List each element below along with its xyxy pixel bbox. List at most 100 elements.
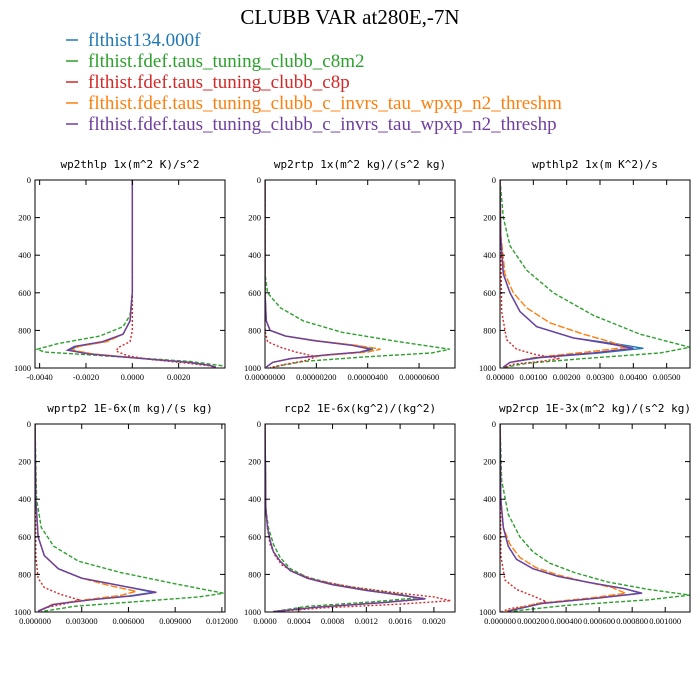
y-tick-label: 1000 [479, 607, 496, 617]
y-tick-label: 600 [248, 532, 261, 542]
chart-panel: wp2thlp 1x(m^2 K)/s^2 0 200 400 600 800 1000 -0… [14, 158, 226, 382]
x-tick-label: 0.00100 [520, 372, 548, 382]
x-tick-label: 0.000400 [550, 616, 582, 626]
y-tick-label: 1000 [244, 607, 261, 617]
series-line [35, 424, 157, 612]
y-tick-label: 0 [492, 419, 496, 429]
x-tick-label: 0.000600 [583, 616, 615, 626]
legend-label: flthist.fdef.taus_tuning_clubb_c_invrs_t… [88, 93, 562, 114]
y-tick-label: 1000 [479, 363, 496, 373]
x-tick-label: -0.0020 [73, 372, 99, 382]
y-tick-label: 200 [248, 213, 261, 223]
y-tick-label: 200 [483, 457, 496, 467]
plot-frame [34, 179, 226, 369]
series-line [265, 180, 371, 368]
x-tick-label: 0.006000 [113, 616, 145, 626]
panel-title: wp2thlp 1x(m^2 K)/s^2 [60, 158, 199, 171]
chart-panel: wpthlp2 1x(m K^2)/s020040060080010000.00… [479, 158, 691, 382]
series-group [500, 424, 690, 612]
y-tick-label: 800 [18, 569, 31, 579]
x-tick-label: 0.00000200 [296, 372, 336, 382]
series-line [265, 180, 451, 368]
series-group [35, 424, 224, 612]
plot-frame [264, 423, 456, 613]
series-group [265, 424, 451, 612]
x-tick-label: 0.00000000 [245, 372, 285, 382]
y-tick-label: 200 [18, 213, 31, 223]
x-tick-label: 0.0004 [287, 616, 311, 626]
legend: flthist134.000fflthist.fdef.taus_tuning_… [66, 30, 562, 135]
x-tick-label: 0.00000400 [348, 372, 388, 382]
x-tick-label: 0.00400 [620, 372, 648, 382]
y-tick-label: 600 [483, 532, 496, 542]
panel-title: wp2rtp 1x(m^2 kg)/(s^2 kg) [274, 158, 446, 171]
panel-title: wpthlp2 1x(m K^2)/s [532, 158, 658, 171]
x-tick-label: 0.0000 [121, 372, 144, 382]
x-tick-label: 0.00200 [553, 372, 581, 382]
panel-title: rcp2 1E-6x(kg^2)/(kg^2) [284, 402, 436, 415]
chart-panel: rcp2 1E-6x(kg^2)/(kg^2) 0 200 400 600 800 1000… [244, 402, 456, 626]
y-tick-label: 800 [248, 569, 261, 579]
y-tick-label: 400 [483, 494, 496, 504]
y-tick-label: 600 [18, 532, 31, 542]
x-tick-label: 0.003000 [66, 616, 98, 626]
y-tick-label: 0 [257, 419, 261, 429]
legend-label: flthist.fdef.taus_tuning_clubb_c8p [88, 72, 350, 93]
x-tick-label: 0.001000 [649, 616, 681, 626]
x-tick-label: 0.00300 [586, 372, 614, 382]
series-line [265, 424, 426, 612]
y-tick-label: 200 [483, 213, 496, 223]
panels: wp2thlp 1x(m^2 K)/s^2 0 200 400 600 800 1000 -0… [14, 158, 691, 626]
series-group [265, 180, 451, 368]
y-tick-label: 1000 [14, 607, 31, 617]
chart-panel: wprtp2 1E-6x(m kg)/(s kg) 0 200 400 600 800 10… [14, 402, 238, 626]
series-group [500, 180, 690, 368]
x-tick-label: 0.0000 [253, 616, 276, 626]
y-tick-label: 0 [257, 175, 261, 185]
x-tick-label: 0.000800 [616, 616, 648, 626]
y-tick-label: 200 [18, 457, 31, 467]
y-tick-label: 600 [483, 288, 496, 298]
x-tick-label: 0.009000 [159, 616, 191, 626]
y-tick-label: 600 [248, 288, 261, 298]
x-tick-label: 0.0012 [355, 616, 378, 626]
y-tick-label: 400 [18, 494, 31, 504]
y-tick-label: 400 [18, 250, 31, 260]
x-tick-label: 0.000000 [19, 616, 51, 626]
plot-frame [264, 179, 456, 369]
series-group [35, 180, 225, 368]
y-tick-label: 600 [18, 288, 31, 298]
y-tick-label: 400 [248, 250, 261, 260]
series-line [500, 180, 634, 368]
series-line [500, 180, 561, 368]
x-tick-label: 0.0020 [167, 372, 190, 382]
y-tick-label: 800 [483, 325, 496, 335]
series-line [500, 424, 690, 612]
y-tick-label: 400 [248, 494, 261, 504]
y-tick-label: 0 [492, 175, 496, 185]
x-tick-label: 0.0008 [321, 616, 344, 626]
y-tick-label: 0 [27, 419, 31, 429]
series-line [265, 180, 319, 368]
x-tick-label: 0.00500 [653, 372, 681, 382]
series-line [500, 424, 643, 612]
series-line [115, 180, 216, 368]
y-tick-label: 800 [483, 569, 496, 579]
y-tick-label: 800 [18, 325, 31, 335]
y-tick-label: 800 [248, 325, 261, 335]
x-tick-label: 0.000000 [484, 616, 516, 626]
series-line [65, 180, 216, 368]
legend-label: flthist.fdef.taus_tuning_clubb_c8m2 [88, 51, 365, 72]
panel-title: wprtp2 1E-6x(m kg)/(s kg) [47, 402, 213, 415]
y-tick-label: 0 [27, 175, 31, 185]
chart-panel: wp2rcp 1E-3x(m^2 kg)/(s^2 kg)0 200 400 600 8… [479, 402, 691, 626]
x-tick-label: 0.0020 [422, 616, 445, 626]
x-tick-label: 0.012000 [206, 616, 238, 626]
x-tick-label: 0.0016 [388, 616, 411, 626]
plot-frame [34, 423, 226, 613]
figure-title: CLUBB VAR at280E,-7N [240, 5, 459, 29]
series-line [35, 424, 224, 612]
x-tick-label: 0.00000 [486, 372, 514, 382]
y-tick-label: 1000 [14, 363, 31, 373]
